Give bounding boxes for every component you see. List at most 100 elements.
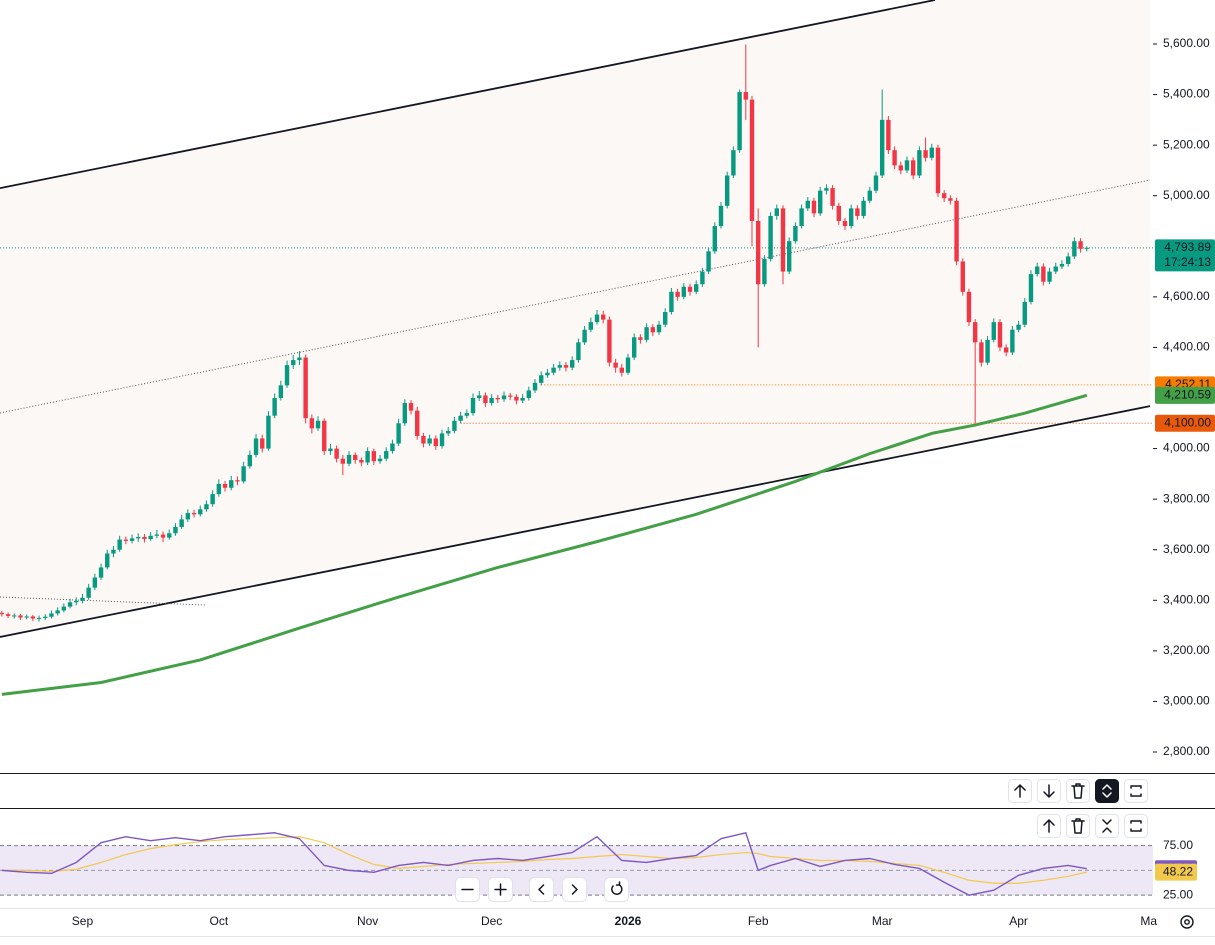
- candle-body: [489, 398, 494, 404]
- delete-button[interactable]: [1066, 779, 1090, 803]
- candle-body: [954, 200, 959, 262]
- move-up-button[interactable]: [1037, 814, 1061, 838]
- candle-body: [570, 360, 575, 368]
- candle-body: [340, 458, 346, 464]
- candle-body: [12, 615, 17, 617]
- navigation-bar: [455, 877, 629, 902]
- candle-body: [910, 160, 916, 176]
- candle-body: [148, 535, 153, 540]
- candle-body: [266, 415, 271, 449]
- candle-body: [929, 147, 934, 158]
- candle-body: [842, 221, 848, 227]
- candle-body: [297, 357, 302, 361]
- candle-body: [1078, 241, 1083, 249]
- y-tick-label: 5,200.00: [1163, 137, 1210, 151]
- candle-body: [315, 420, 321, 429]
- candle-body: [576, 342, 581, 361]
- candle-body: [706, 251, 711, 272]
- candle-body: [154, 534, 160, 536]
- candle-body: [972, 322, 978, 343]
- candle-body: [377, 458, 383, 462]
- reset-button[interactable]: [604, 877, 629, 902]
- move-down-button[interactable]: [1037, 779, 1061, 803]
- x-tick-label: Apr: [1009, 914, 1028, 928]
- candle-body: [1041, 266, 1046, 282]
- candle-body: [935, 147, 941, 194]
- x-tick-label: Sep: [72, 914, 94, 928]
- candle-body: [855, 208, 860, 216]
- moving-average-line: [1, 393, 1088, 696]
- candle-body: [948, 198, 953, 201]
- candle-body: [55, 610, 60, 614]
- candle-body: [464, 413, 470, 416]
- candle-body: [1065, 256, 1071, 264]
- rsi-line: [1, 832, 1087, 896]
- move-up-button[interactable]: [1008, 779, 1032, 803]
- scroll-left-button[interactable]: [529, 877, 554, 902]
- y-tick-label: 2,800.00: [1163, 744, 1210, 758]
- candle-body: [167, 533, 172, 538]
- candle-body: [520, 398, 525, 401]
- maximize-button[interactable]: [1124, 814, 1148, 838]
- delete-button[interactable]: [1066, 814, 1090, 838]
- price-tag: [1155, 414, 1215, 432]
- candle-body: [98, 567, 104, 578]
- candle-body: [495, 398, 501, 400]
- price-pane: [0, 0, 1153, 696]
- x-tick-label: 2026: [615, 914, 642, 928]
- candle-body: [582, 329, 587, 343]
- y-tick-label: 3,400.00: [1163, 592, 1210, 606]
- settings-button[interactable]: [1180, 915, 1194, 929]
- zoom-in-button[interactable]: [488, 877, 513, 902]
- maximize-button[interactable]: [1124, 779, 1148, 803]
- candle-body: [693, 284, 699, 292]
- candle-body: [941, 193, 947, 199]
- candle-body: [439, 433, 445, 447]
- candle-body: [284, 365, 290, 386]
- candle-body: [799, 208, 804, 227]
- candle-body: [991, 322, 996, 340]
- candle-body: [18, 615, 23, 618]
- candle-body: [644, 327, 649, 340]
- candle-body: [328, 448, 333, 452]
- x-tick-label: Ma: [1140, 914, 1157, 928]
- candle-body: [755, 221, 761, 285]
- candle-body: [30, 616, 36, 619]
- x-tick-label: Nov: [357, 914, 378, 928]
- candle-body: [353, 454, 358, 460]
- candle-body: [235, 480, 240, 482]
- candle-body: [526, 390, 532, 399]
- candle-body: [966, 291, 972, 323]
- candle-body: [483, 395, 488, 404]
- candle-body: [433, 438, 439, 447]
- candle-body: [173, 526, 178, 534]
- y-tick-label: 5,600.00: [1163, 36, 1210, 50]
- candle-body: [731, 150, 736, 176]
- candle-body: [247, 454, 253, 467]
- candle-body: [594, 314, 600, 323]
- collapse-button[interactable]: [1095, 779, 1119, 803]
- scroll-right-button[interactable]: [562, 877, 587, 902]
- candle-body: [632, 337, 637, 358]
- candle-body: [508, 395, 513, 397]
- candle-body: [216, 483, 222, 495]
- candle-body: [557, 365, 563, 368]
- candle-body: [687, 286, 693, 292]
- candle-body: [867, 190, 872, 201]
- y-tick-label: 5,000.00: [1163, 188, 1210, 202]
- candle-body: [452, 420, 457, 431]
- zoom-out-button[interactable]: [455, 877, 480, 902]
- candle-body: [160, 534, 166, 538]
- candle-body: [241, 466, 246, 482]
- candle-body: [663, 312, 668, 325]
- candle-body: [253, 438, 259, 455]
- candle-body: [501, 395, 507, 400]
- collapse-button[interactable]: [1095, 814, 1119, 838]
- trend-line: [0, 179, 1151, 414]
- candle-body: [997, 322, 1003, 348]
- price-tag-label: 4,210.59: [1164, 387, 1211, 401]
- candle-body: [111, 549, 116, 554]
- y-tick-label: 3,000.00: [1163, 694, 1210, 708]
- y-tick-label: 3,200.00: [1163, 643, 1210, 657]
- candle-body: [272, 398, 277, 416]
